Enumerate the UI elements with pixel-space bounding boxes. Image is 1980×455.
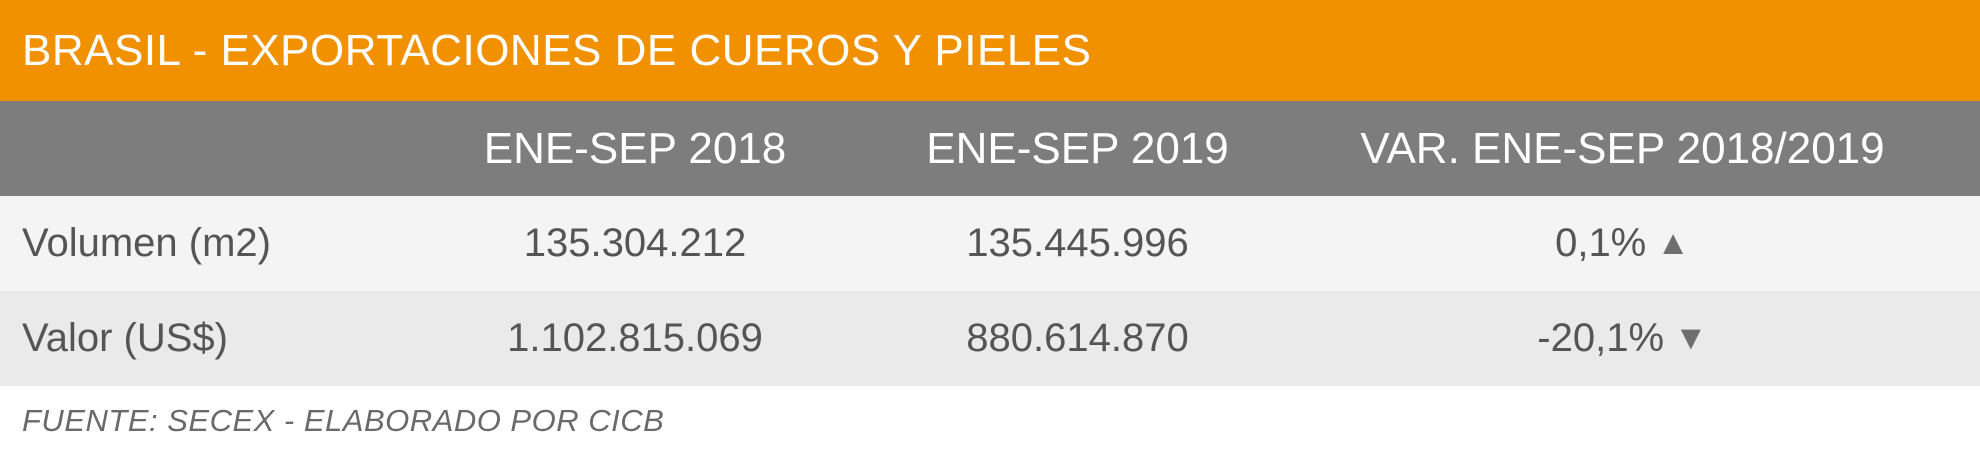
- header-cell-variation: VAR. ENE-SEP 2018/2019: [1360, 123, 1885, 173]
- table-row: Valor (US$) 1.102.815.069 880.614.870 -2…: [0, 291, 1980, 386]
- row-label-valor: Valor (US$): [22, 316, 228, 360]
- source-footnote: FUENTE: SECEX - ELABORADO POR CICB: [22, 402, 665, 438]
- cell-valor-variation: -20,1% ▼: [1265, 316, 1980, 361]
- variation-value: 0,1%: [1555, 221, 1647, 265]
- header-cell-2018: ENE-SEP 2018: [483, 123, 787, 173]
- cell-valor-2019: 880.614.870: [966, 316, 1189, 360]
- table-row: Volumen (m2) 135.304.212 135.445.996 0,1…: [0, 196, 1980, 291]
- triangle-down-icon: ▼: [1674, 319, 1708, 357]
- variation-value: -20,1%: [1537, 316, 1665, 360]
- title-bar: BRASIL - EXPORTACIONES DE CUEROS Y PIELE…: [0, 0, 1980, 101]
- triangle-up-icon: ▲: [1656, 224, 1690, 262]
- cell-valor-2018: 1.102.815.069: [507, 316, 763, 360]
- header-cell-2019: ENE-SEP 2019: [926, 123, 1229, 173]
- cell-volumen-variation: 0,1% ▲: [1265, 221, 1980, 266]
- row-label-volumen: Volumen (m2): [22, 221, 271, 265]
- cell-volumen-2018: 135.304.212: [523, 221, 747, 265]
- cell-volumen-2019: 135.445.996: [966, 221, 1189, 265]
- table-header-row: ENE-SEP 2018 ENE-SEP 2019 VAR. ENE-SEP 2…: [0, 101, 1980, 196]
- table-title: BRASIL - EXPORTACIONES DE CUEROS Y PIELE…: [22, 25, 1092, 75]
